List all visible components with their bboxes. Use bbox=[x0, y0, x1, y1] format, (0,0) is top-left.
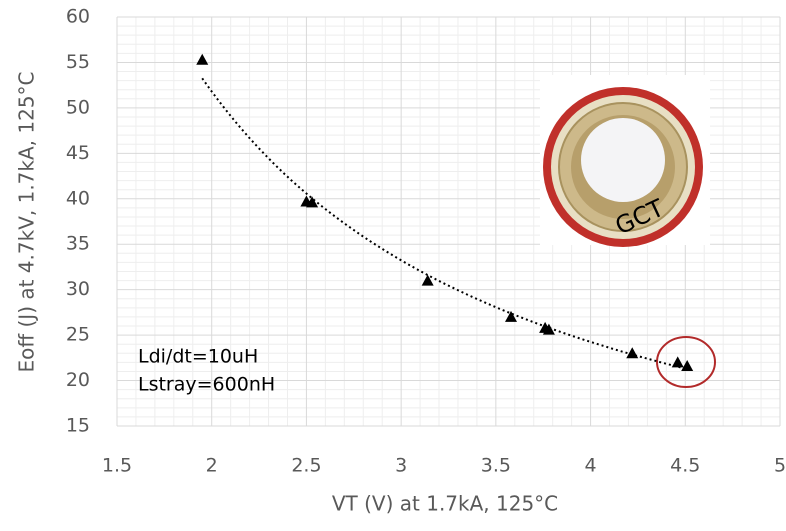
point bbox=[421, 274, 434, 286]
point bbox=[681, 360, 694, 372]
y-tick-label: 55 bbox=[66, 51, 90, 73]
y-tick-label: 35 bbox=[66, 233, 90, 255]
y-tick-label: 40 bbox=[66, 187, 90, 209]
x-tick-label: 3.5 bbox=[481, 455, 511, 477]
point bbox=[626, 347, 639, 359]
point bbox=[306, 196, 319, 208]
annotation: Ldi/dt=10uH bbox=[138, 346, 258, 368]
x-tick-label: 2.5 bbox=[291, 455, 321, 477]
x-tick-label: 3 bbox=[395, 455, 407, 477]
point bbox=[671, 356, 684, 368]
gct-photo: GCT bbox=[540, 75, 710, 247]
point bbox=[505, 310, 518, 322]
y-tick-label: 60 bbox=[66, 6, 90, 28]
x-tick-label: 1.5 bbox=[102, 455, 132, 477]
y-tick-label: 50 bbox=[66, 96, 90, 118]
x-tick-label: 4 bbox=[585, 455, 597, 477]
x-tick-label: 2 bbox=[206, 455, 218, 477]
y-tick-label: 20 bbox=[66, 369, 90, 391]
highlight-circle bbox=[656, 336, 716, 388]
x-tick-label: 4.5 bbox=[670, 455, 700, 477]
y-tick-label: 30 bbox=[66, 278, 90, 300]
point bbox=[542, 323, 555, 335]
x-tick-label: 5 bbox=[774, 455, 786, 477]
y-tick-label: 45 bbox=[66, 142, 90, 164]
y-axis-title: Eoff (J) at 4.7kV, 1.7kA, 125°C bbox=[15, 71, 39, 372]
photo-center bbox=[581, 118, 665, 202]
annotation: Lstray=600nH bbox=[138, 374, 275, 396]
point bbox=[196, 53, 209, 65]
y-tick-label: 25 bbox=[66, 324, 90, 346]
trendline bbox=[201, 77, 688, 370]
y-tick-label: 15 bbox=[66, 415, 90, 437]
x-axis-title: VT (V) at 1.7kA, 125°C bbox=[332, 492, 558, 516]
